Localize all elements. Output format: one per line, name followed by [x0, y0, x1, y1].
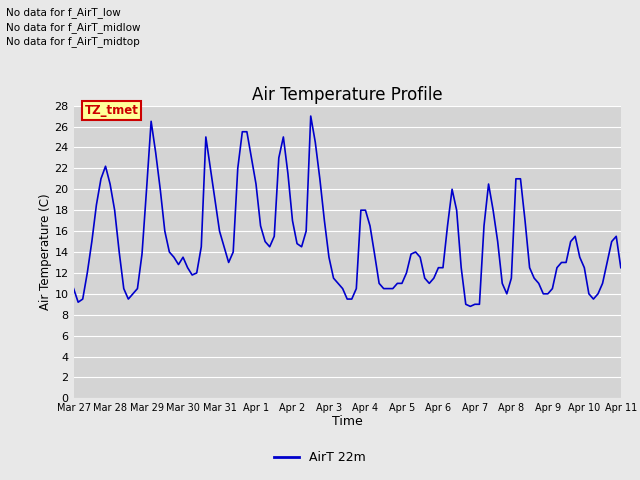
- Text: No data for f_AirT_low: No data for f_AirT_low: [6, 7, 121, 18]
- Text: TZ_tmet: TZ_tmet: [84, 104, 138, 118]
- X-axis label: Time: Time: [332, 415, 363, 428]
- Y-axis label: Air Temperature (C): Air Temperature (C): [38, 194, 52, 310]
- Text: No data for f_AirT_midtop: No data for f_AirT_midtop: [6, 36, 140, 47]
- Legend: AirT 22m: AirT 22m: [269, 446, 371, 469]
- Title: Air Temperature Profile: Air Temperature Profile: [252, 86, 442, 104]
- Text: No data for f_AirT_midlow: No data for f_AirT_midlow: [6, 22, 141, 33]
